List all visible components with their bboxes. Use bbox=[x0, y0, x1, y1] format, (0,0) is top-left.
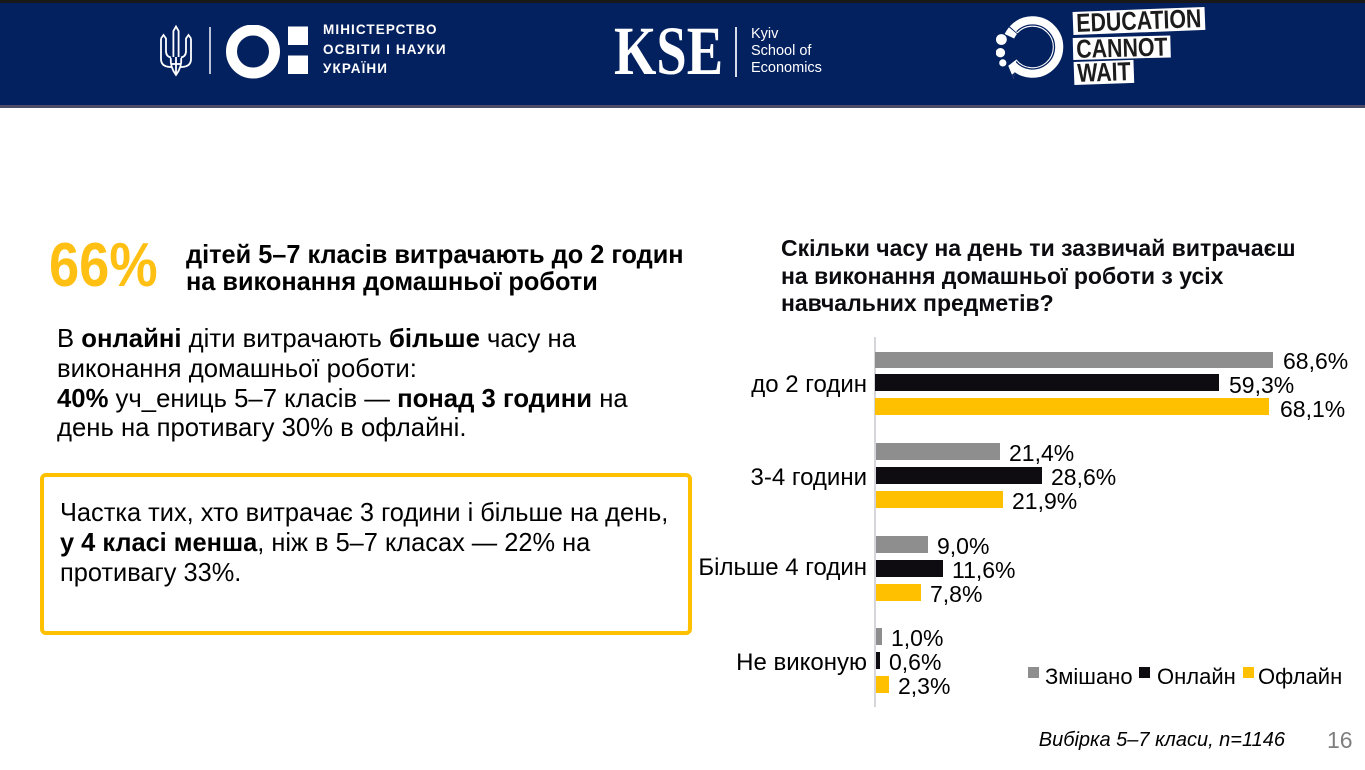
svg-text:KSE: KSE bbox=[614, 20, 723, 82]
